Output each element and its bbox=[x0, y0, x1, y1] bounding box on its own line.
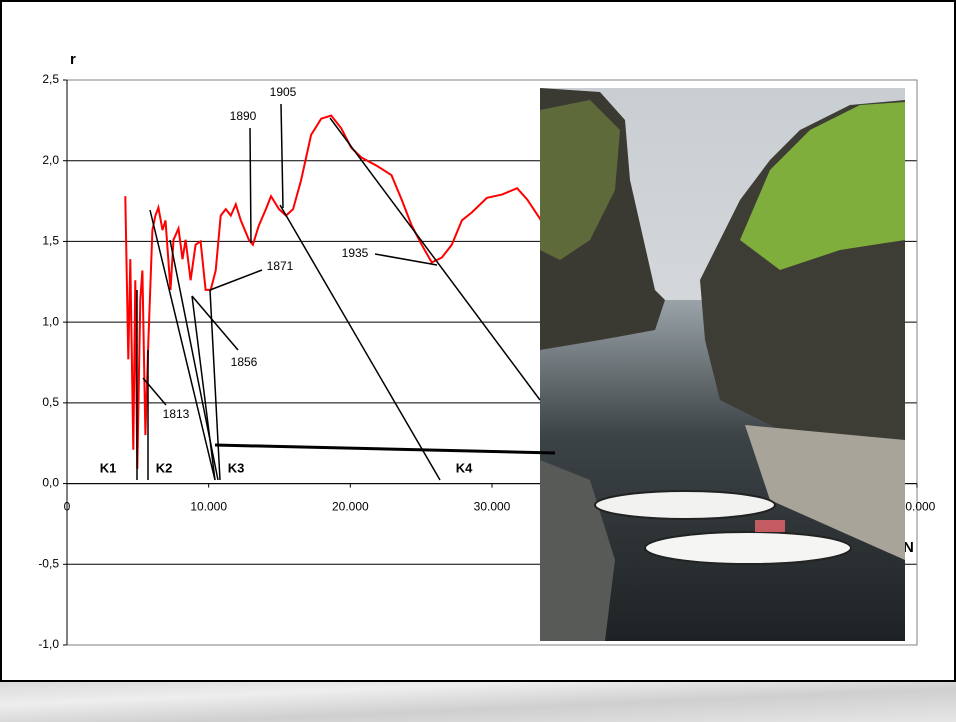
annotation: 1856 bbox=[231, 355, 258, 369]
annotation: 1890 bbox=[230, 109, 257, 123]
y-tick-label: 1,0 bbox=[42, 314, 59, 328]
guide-line bbox=[191, 295, 216, 481]
guide-line bbox=[279, 204, 441, 481]
x-axis-label: N bbox=[903, 539, 914, 556]
y-tick-label: -0,5 bbox=[38, 556, 59, 570]
y-tick-label: 0,0 bbox=[42, 476, 59, 490]
annotation: K1 bbox=[100, 460, 117, 475]
annotation: 1813 bbox=[163, 407, 190, 421]
annotation-arrow bbox=[142, 377, 167, 406]
x-tick-label: 30.000 bbox=[474, 500, 511, 514]
annotation: K4 bbox=[456, 460, 473, 475]
y-tick-label: 0,5 bbox=[42, 395, 59, 409]
annotation: 1905 bbox=[270, 85, 297, 99]
annotation-layer: 1905 1890 1871 1856 1813 1935 K1 K2 K3 K4 bbox=[100, 85, 556, 481]
data-line bbox=[124, 114, 544, 470]
annotation-arrow bbox=[209, 269, 263, 291]
y-tick-label: 2,0 bbox=[42, 153, 59, 167]
guide-line bbox=[214, 443, 556, 455]
annotation: K3 bbox=[228, 460, 245, 475]
guide-line bbox=[329, 117, 541, 401]
annotation: 1871 bbox=[267, 259, 294, 273]
x-tick-label: 0 bbox=[64, 500, 71, 514]
y-tick-label: 1,5 bbox=[42, 234, 59, 248]
annotation-arrow bbox=[249, 127, 252, 244]
guide-line bbox=[209, 289, 221, 481]
x-tick-label: 20.000 bbox=[332, 500, 369, 514]
x-tick-label: 10.000 bbox=[190, 500, 227, 514]
guide-line bbox=[149, 209, 216, 481]
annotation-arrow bbox=[374, 253, 438, 266]
y-tick-label: 2,5 bbox=[42, 72, 59, 86]
x-tick-label: 60.000 bbox=[899, 500, 936, 514]
y-tick-label: -1,0 bbox=[38, 637, 59, 651]
annotation: 1935 bbox=[342, 246, 369, 260]
annotation: K2 bbox=[156, 460, 173, 475]
photo bbox=[540, 88, 905, 641]
annotation-arrow bbox=[191, 295, 239, 351]
annotation-arrow bbox=[280, 103, 284, 209]
y-axis-label: r bbox=[70, 51, 76, 68]
background-texture bbox=[0, 680, 956, 722]
